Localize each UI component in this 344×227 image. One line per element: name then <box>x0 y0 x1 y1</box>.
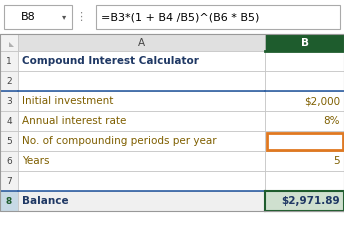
Text: Initial investment: Initial investment <box>22 96 114 106</box>
Bar <box>4 5 72 29</box>
Text: 8%: 8% <box>323 116 340 126</box>
Bar <box>265 51 344 71</box>
Bar <box>265 111 344 131</box>
Text: 1: 1 <box>6 57 12 66</box>
Text: 2: 2 <box>6 76 12 86</box>
Bar <box>265 191 344 211</box>
Text: A: A <box>138 37 145 47</box>
Bar <box>0 51 18 71</box>
Bar <box>18 51 265 71</box>
Bar <box>265 131 344 151</box>
Bar <box>18 91 265 111</box>
Text: Balance: Balance <box>22 196 68 206</box>
Bar <box>0 111 18 131</box>
Bar <box>18 34 265 51</box>
Bar <box>96 5 340 29</box>
Polygon shape <box>9 42 14 47</box>
Text: 3: 3 <box>6 96 12 106</box>
Bar <box>0 151 18 171</box>
Text: B: B <box>301 37 309 47</box>
Bar <box>267 133 343 150</box>
Text: 8: 8 <box>6 197 12 205</box>
Bar <box>18 131 265 151</box>
Bar <box>0 34 18 51</box>
Bar <box>0 71 18 91</box>
Bar <box>265 91 344 111</box>
Bar <box>265 151 344 171</box>
Text: 6: 6 <box>6 156 12 165</box>
Bar <box>0 0 344 34</box>
Text: $2,971.89: $2,971.89 <box>281 196 340 206</box>
Bar <box>18 111 265 131</box>
Text: Years: Years <box>22 156 50 166</box>
Bar <box>265 34 344 51</box>
Text: Annual interest rate: Annual interest rate <box>22 116 126 126</box>
Bar <box>0 91 18 111</box>
Text: Compound Interest Calculator: Compound Interest Calculator <box>22 56 199 66</box>
Text: 4: 4 <box>333 136 340 146</box>
Text: =B3*(1 + B4 /B5)^(B6 * B5): =B3*(1 + B4 /B5)^(B6 * B5) <box>101 12 259 22</box>
Text: ▾: ▾ <box>62 12 66 22</box>
Text: 5: 5 <box>6 136 12 146</box>
Text: 5: 5 <box>333 156 340 166</box>
Bar <box>18 191 265 211</box>
Bar <box>18 71 265 91</box>
Bar <box>18 171 265 191</box>
Bar <box>265 71 344 91</box>
Text: B8: B8 <box>20 12 35 22</box>
Bar <box>18 151 265 171</box>
Bar <box>0 171 18 191</box>
Bar <box>0 34 344 211</box>
Bar <box>0 191 18 211</box>
Bar <box>265 171 344 191</box>
Text: 4: 4 <box>6 116 12 126</box>
Text: No. of compounding periods per year: No. of compounding periods per year <box>22 136 217 146</box>
Text: $2,000: $2,000 <box>304 96 340 106</box>
Bar <box>0 131 18 151</box>
Text: 7: 7 <box>6 177 12 185</box>
Text: ⋮: ⋮ <box>75 12 87 22</box>
